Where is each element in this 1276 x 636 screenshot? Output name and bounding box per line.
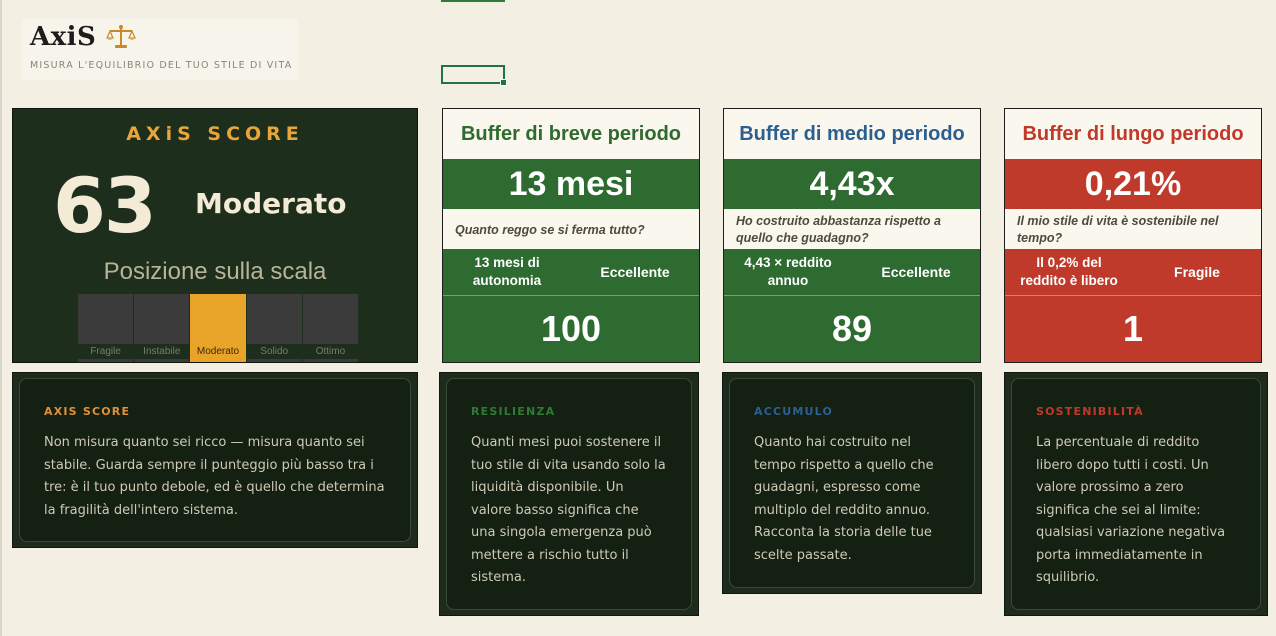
explainer-panel: RESILIENZA Quanti mesi puoi sostenere il… bbox=[446, 378, 692, 610]
selected-cell[interactable] bbox=[441, 65, 507, 86]
scale-label: Instabile bbox=[134, 344, 190, 359]
explainer-axis-score: AXIS SCORE Non misura quanto sei ricco —… bbox=[12, 372, 418, 548]
buffer-detail-row: 13 mesi di autonomia Eccellente bbox=[443, 249, 699, 296]
buffer-detail-row: 4,43 × reddito annuo Eccellente bbox=[724, 249, 980, 296]
explainer-panel: SOSTENIBILITÀ La percentuale di reddito … bbox=[1011, 378, 1261, 610]
score-scale: Fragile Instabile Moderato Solido Ottimo bbox=[78, 294, 359, 362]
scale-icon bbox=[106, 25, 136, 48]
explainer-sostenibilita: SOSTENIBILITÀ La percentuale di reddito … bbox=[1004, 372, 1268, 616]
score-value: 63 bbox=[53, 161, 157, 250]
score-level: Moderato bbox=[195, 187, 347, 220]
axis-score-card: AXiS SCORE 63 Moderato Posizione sulla s… bbox=[12, 108, 418, 363]
scale-label: Moderato bbox=[190, 344, 246, 359]
buffer-score: 1 bbox=[1005, 296, 1261, 362]
explainer-body: La percentuale di reddito libero dopo tu… bbox=[1036, 435, 1226, 585]
scale-label: Fragile bbox=[78, 344, 134, 359]
explainer-heading: RESILIENZA bbox=[471, 405, 556, 418]
buffer-rating: Eccellente bbox=[881, 264, 951, 280]
buffer-card-medium: Buffer di medio periodo 4,43x Ho costrui… bbox=[723, 108, 981, 363]
scale-label: Solido bbox=[246, 344, 302, 359]
column-header-highlight bbox=[441, 0, 505, 2]
buffer-score: 89 bbox=[724, 296, 980, 362]
score-title: AXiS SCORE bbox=[126, 123, 304, 145]
explainer-body: Quanto hai costruito nel tempo rispetto … bbox=[754, 435, 934, 563]
buffer-value: 4,43x bbox=[724, 159, 980, 209]
brand-logo: AxiS bbox=[30, 22, 97, 52]
explainer-heading: ACCUMULO bbox=[754, 405, 834, 418]
explainer-body: Quanti mesi puoi sostenere il tuo stile … bbox=[471, 435, 666, 585]
explainer-panel: AXIS SCORE Non misura quanto sei ricco —… bbox=[19, 378, 411, 542]
explainer-body: Non misura quanto sei ricco — misura qua… bbox=[44, 435, 385, 518]
buffer-question: Il mio stile di vita è sostenibile nel t… bbox=[1017, 214, 1219, 245]
buffer-title: Buffer di breve periodo bbox=[460, 123, 682, 145]
buffer-question: Ho costruito abbastanza rispetto a quell… bbox=[736, 214, 941, 245]
scale-segment-fragile: Fragile bbox=[78, 294, 134, 362]
explainer-heading: SOSTENIBILITÀ bbox=[1036, 405, 1144, 418]
buffer-detail: 4,43 × reddito annuo bbox=[744, 255, 832, 288]
buffer-rating: Fragile bbox=[1174, 264, 1220, 280]
explainer-panel: ACCUMULO Quanto hai costruito nel tempo … bbox=[729, 378, 975, 588]
buffer-detail-row: Il 0,2% del reddito è libero Fragile bbox=[1005, 249, 1261, 296]
buffer-card-long: Buffer di lungo periodo 0,21% Il mio sti… bbox=[1004, 108, 1262, 363]
buffer-detail: Il 0,2% del reddito è libero bbox=[1020, 255, 1118, 288]
buffer-value: 13 mesi bbox=[443, 159, 699, 209]
brand-tagline: MISURA L'EQUILIBRIO DEL TUO STILE DI VIT… bbox=[30, 60, 293, 71]
buffer-card-short: Buffer di breve periodo 13 mesi Quanto r… bbox=[442, 108, 700, 363]
buffer-title: Buffer di lungo periodo bbox=[1022, 123, 1244, 145]
scale-segment-ottimo: Ottimo bbox=[302, 294, 359, 362]
scale-label: Ottimo bbox=[302, 344, 359, 359]
buffer-question: Quanto reggo se si ferma tutto? bbox=[455, 222, 645, 237]
buffer-value: 0,21% bbox=[1005, 159, 1261, 209]
scale-segment-instabile: Instabile bbox=[134, 294, 190, 362]
scale-segment-moderato: Moderato bbox=[190, 294, 246, 362]
sheet-gridline bbox=[0, 0, 2, 636]
buffer-rating: Eccellente bbox=[600, 264, 670, 280]
explainer-resilienza: RESILIENZA Quanti mesi puoi sostenere il… bbox=[439, 372, 699, 616]
brand-header: AxiS MISURA L'EQUILIBRIO DEL TUO STILE D… bbox=[22, 18, 298, 80]
buffer-detail: 13 mesi di autonomia bbox=[472, 255, 542, 288]
buffer-score: 100 bbox=[443, 296, 699, 362]
buffer-title: Buffer di medio periodo bbox=[739, 123, 965, 145]
scale-segment-solido: Solido bbox=[246, 294, 302, 362]
explainer-heading: AXIS SCORE bbox=[44, 405, 131, 418]
scale-title: Posizione sulla scala bbox=[103, 258, 327, 285]
explainer-accumulo: ACCUMULO Quanto hai costruito nel tempo … bbox=[722, 372, 982, 594]
